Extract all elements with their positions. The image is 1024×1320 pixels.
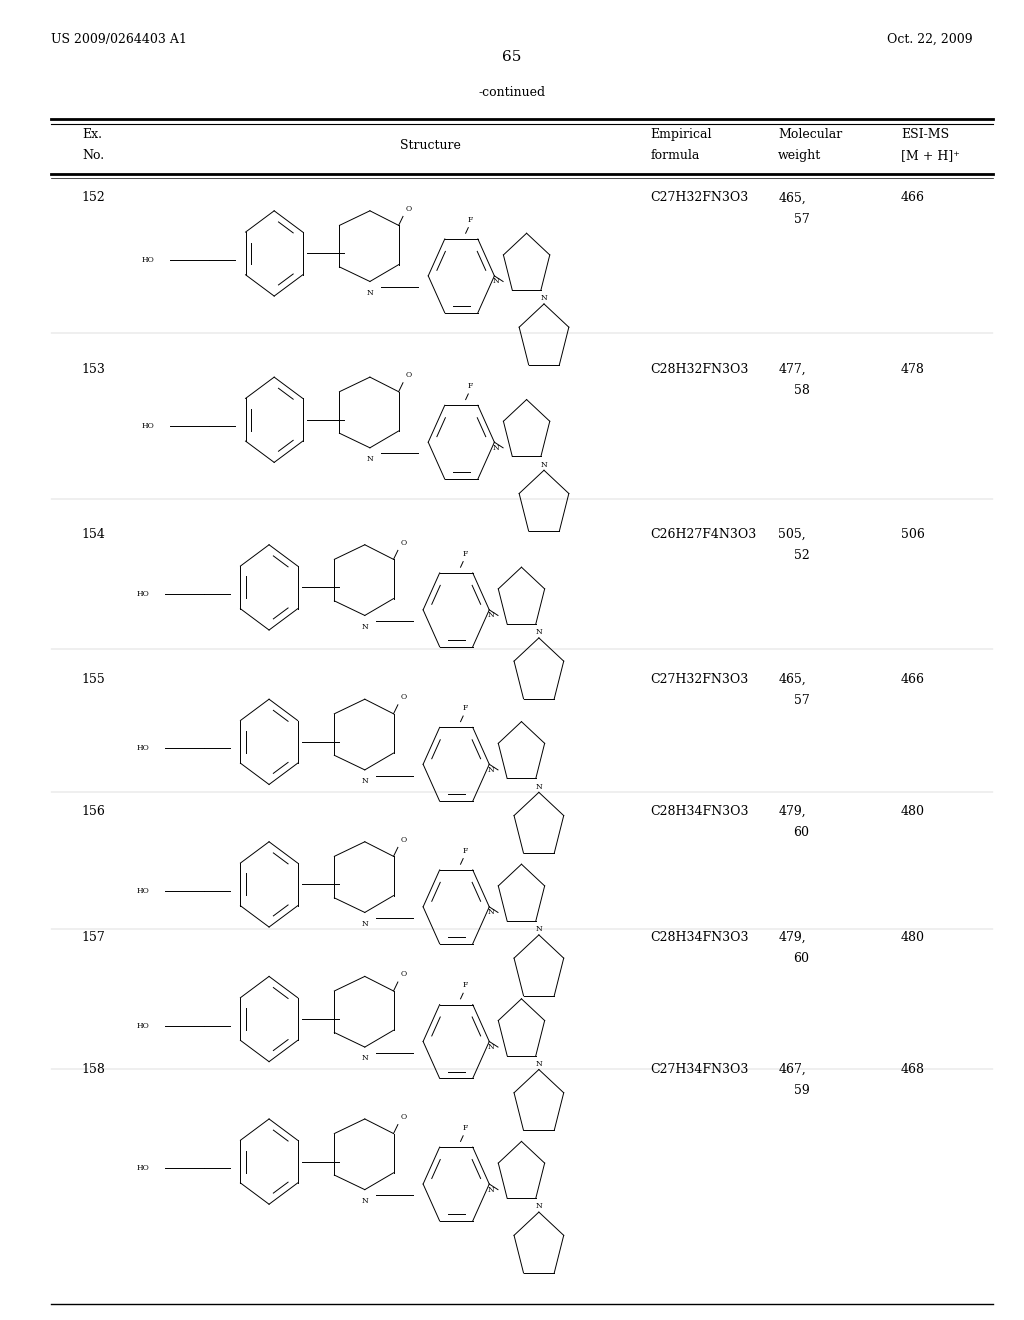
Text: [M + H]⁺: [M + H]⁺ [901,149,959,162]
Text: O: O [401,970,407,978]
Text: C28H34FN3O3: C28H34FN3O3 [650,805,749,818]
Text: 154: 154 [82,528,105,541]
Text: HO: HO [136,1022,150,1030]
Text: Oct. 22, 2009: Oct. 22, 2009 [887,33,973,46]
Text: 466: 466 [901,191,925,205]
Text: C27H32FN3O3: C27H32FN3O3 [650,191,749,205]
Text: N: N [536,925,543,933]
Text: 480: 480 [901,931,925,944]
Text: N: N [487,1043,495,1051]
Text: F: F [467,381,473,391]
Text: F: F [462,1123,468,1133]
Text: O: O [401,1113,407,1121]
Text: 58: 58 [794,384,810,397]
Text: F: F [462,704,468,713]
Text: N: N [541,461,548,469]
Text: N: N [536,783,543,791]
Text: 506: 506 [901,528,925,541]
Text: No.: No. [82,149,104,162]
Text: N: N [536,1060,543,1068]
Text: 153: 153 [82,363,105,376]
Text: HO: HO [141,422,155,430]
Text: N: N [487,908,495,916]
Text: 465,: 465, [778,673,806,686]
Text: Molecular: Molecular [778,128,843,141]
Text: 60: 60 [794,952,810,965]
Text: Ex.: Ex. [82,128,102,141]
Text: N: N [361,1197,369,1205]
Text: O: O [407,371,412,379]
Text: C28H34FN3O3: C28H34FN3O3 [650,931,749,944]
Text: 52: 52 [794,549,809,562]
Text: N: N [367,455,374,463]
Text: US 2009/0264403 A1: US 2009/0264403 A1 [51,33,187,46]
Text: N: N [493,277,500,285]
Text: ESI-MS: ESI-MS [901,128,949,141]
Text: 480: 480 [901,805,925,818]
Text: 65: 65 [503,50,521,65]
Text: N: N [487,1185,495,1193]
Text: 466: 466 [901,673,925,686]
Text: 158: 158 [82,1063,105,1076]
Text: 468: 468 [901,1063,925,1076]
Text: C28H32FN3O3: C28H32FN3O3 [650,363,749,376]
Text: Empirical: Empirical [650,128,712,141]
Text: 479,: 479, [778,931,806,944]
Text: 60: 60 [794,826,810,840]
Text: 478: 478 [901,363,925,376]
Text: N: N [493,444,500,451]
Text: 155: 155 [82,673,105,686]
Text: 57: 57 [794,694,809,708]
Text: HO: HO [136,1164,150,1172]
Text: F: F [462,981,468,990]
Text: C27H32FN3O3: C27H32FN3O3 [650,673,749,686]
Text: N: N [361,920,369,928]
Text: 157: 157 [82,931,105,944]
Text: 477,: 477, [778,363,806,376]
Text: O: O [407,205,412,213]
Text: F: F [467,215,473,224]
Text: N: N [361,623,369,631]
Text: weight: weight [778,149,821,162]
Text: N: N [541,294,548,302]
Text: 156: 156 [82,805,105,818]
Text: N: N [536,1203,543,1210]
Text: O: O [401,836,407,843]
Text: HO: HO [136,590,150,598]
Text: O: O [401,693,407,701]
Text: N: N [361,777,369,785]
Text: 467,: 467, [778,1063,806,1076]
Text: 505,: 505, [778,528,806,541]
Text: N: N [361,1055,369,1063]
Text: F: F [462,846,468,855]
Text: 465,: 465, [778,191,806,205]
Text: N: N [536,628,543,636]
Text: C27H34FN3O3: C27H34FN3O3 [650,1063,749,1076]
Text: N: N [487,766,495,774]
Text: formula: formula [650,149,699,162]
Text: O: O [401,539,407,546]
Text: N: N [367,289,374,297]
Text: Structure: Structure [399,139,461,152]
Text: F: F [462,549,468,558]
Text: 479,: 479, [778,805,806,818]
Text: HO: HO [141,256,155,264]
Text: HO: HO [136,887,150,895]
Text: C26H27F4N3O3: C26H27F4N3O3 [650,528,757,541]
Text: 57: 57 [794,213,809,226]
Text: -continued: -continued [478,86,546,99]
Text: HO: HO [136,744,150,752]
Text: 152: 152 [82,191,105,205]
Text: 59: 59 [794,1084,809,1097]
Text: N: N [487,611,495,619]
